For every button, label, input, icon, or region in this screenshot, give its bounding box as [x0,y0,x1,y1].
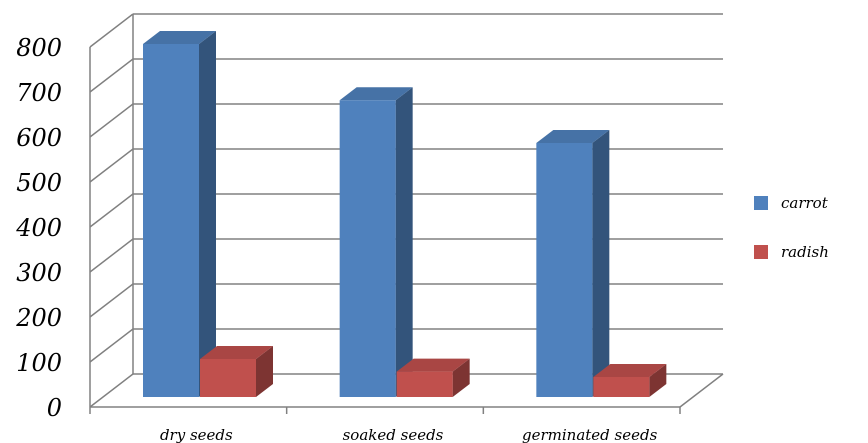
y-tick-label: 300 [16,259,62,287]
bar-front [143,44,199,397]
gridline-diagonal [89,328,134,363]
gridlines [89,13,723,408]
bar-top [396,358,470,372]
bar-radish [200,346,273,397]
bar-side [395,87,413,397]
gridline-diagonal [89,58,134,93]
bars [143,31,667,397]
bar-radish [396,358,470,397]
bar-side [592,130,610,397]
bar-side [256,346,273,397]
legend-label-radish: radish [781,243,829,261]
bar-top [536,130,610,143]
y-tick-label: 500 [16,169,62,197]
bar-top [593,364,667,377]
y-tick-label: 400 [15,214,62,242]
gridline-diagonal [89,13,134,48]
gridline-diagonal [89,148,134,183]
bar-front [396,371,453,397]
bar-radish [593,364,667,397]
y-tick-label: 100 [16,349,62,377]
legend-swatch-radish [754,245,768,259]
bar-side [199,31,216,397]
gridline-diagonal [89,373,134,408]
gridline-diagonal [89,283,134,318]
gridline-diagonal [89,238,134,273]
bar-top [339,87,413,101]
x-axis-category-labels: dry seeds soaked seeds germinated seeds [160,426,658,443]
y-axis-tick-labels: 0 100 200 300 400 500 600 700 800 [15,34,62,422]
bar-top [200,346,273,359]
y-tick-label: 800 [16,34,62,62]
legend-label-carrot: carrot [781,194,829,212]
bar-carrot [143,31,216,397]
gridline-diagonal [89,103,134,138]
gridline-diagonal [89,193,134,228]
bar-side [452,358,470,397]
x-category-label: germinated seeds [522,426,658,443]
bar-carrot [536,130,610,397]
x-category-label: dry seeds [160,426,233,443]
y-tick-label: 200 [15,304,62,332]
y-tick-label: 0 [47,394,62,422]
legend: carrot radish [754,194,829,261]
bar-front [536,143,593,397]
y-tick-label: 700 [16,79,62,107]
bar-front [339,100,396,397]
chart-floor [89,373,724,414]
bar-carrot [339,87,413,397]
bar-front [593,377,650,397]
y-tick-label: 600 [16,124,62,152]
x-category-label: soaked seeds [343,426,444,443]
legend-swatch-carrot [754,196,768,210]
floor-edge [679,373,724,408]
bar-side [649,364,667,397]
bar-top [143,31,216,44]
bar-front [200,359,256,397]
